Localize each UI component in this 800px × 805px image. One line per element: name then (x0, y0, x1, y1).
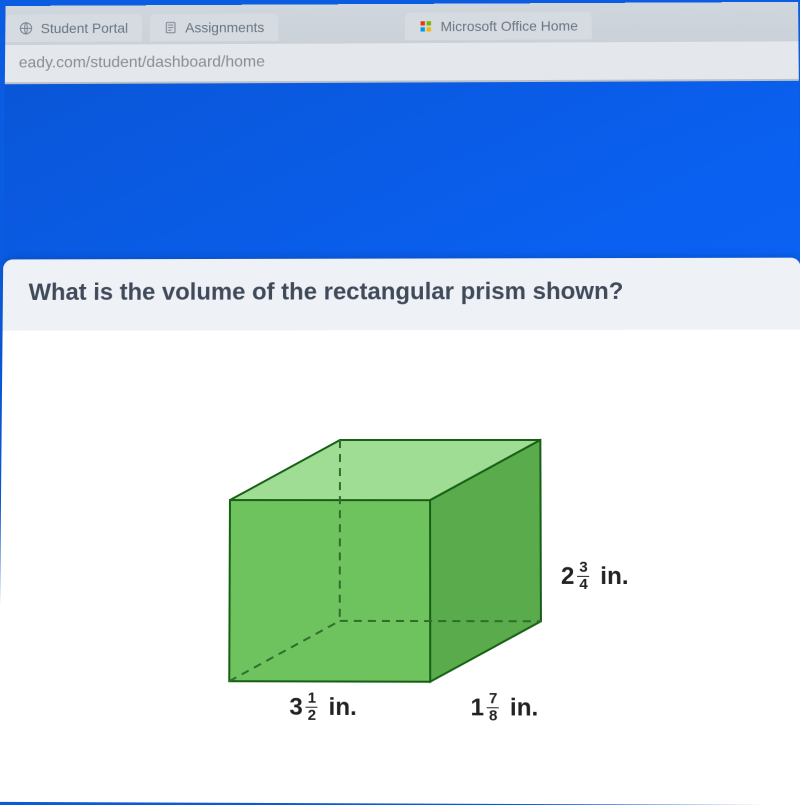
dim-height: 2 3 4 in. (561, 561, 629, 593)
height-num: 3 (579, 561, 587, 575)
question-text: What is the volume of the rectangular pr… (3, 258, 800, 331)
prism-wrap: 3 1 2 in. 1 7 (139, 380, 663, 764)
length-den: 2 (308, 709, 316, 723)
length-whole: 3 (289, 693, 302, 721)
tab-label: Student Portal (41, 20, 128, 36)
height-whole: 2 (561, 562, 575, 590)
width-den: 8 (489, 710, 497, 724)
width-unit: in. (510, 694, 538, 721)
tab-ms-office[interactable]: Microsoft Office Home (405, 12, 592, 40)
address-bar[interactable]: eady.com/student/dashboard/home (5, 41, 799, 84)
url-text: eady.com/student/dashboard/home (19, 54, 265, 72)
desktop-background: What is the volume of the rectangular pr… (0, 81, 800, 805)
length-num: 1 (308, 692, 316, 706)
dim-length: 3 1 2 in. (289, 691, 356, 723)
office-icon (419, 19, 433, 33)
tab-label: Microsoft Office Home (441, 18, 578, 34)
globe-icon (19, 21, 33, 35)
tab-assignments[interactable]: Assignments (150, 13, 279, 41)
prism-figure: 3 1 2 in. 1 7 (29, 360, 775, 765)
height-den: 4 (579, 578, 587, 592)
tab-student-portal[interactable]: Student Portal (5, 14, 142, 42)
width-whole: 1 (471, 694, 485, 722)
tab-label: Assignments (185, 19, 264, 35)
dim-width: 1 7 8 in. (471, 692, 539, 724)
length-unit: in. (329, 693, 357, 720)
width-num: 7 (489, 692, 497, 706)
browser-tabbar: Student Portal Assignments Microsoft Off… (5, 2, 798, 45)
prism-front-face (229, 500, 430, 682)
file-icon (163, 21, 177, 35)
question-card: What is the volume of the rectangular pr… (0, 258, 800, 805)
height-unit: in. (600, 563, 628, 590)
